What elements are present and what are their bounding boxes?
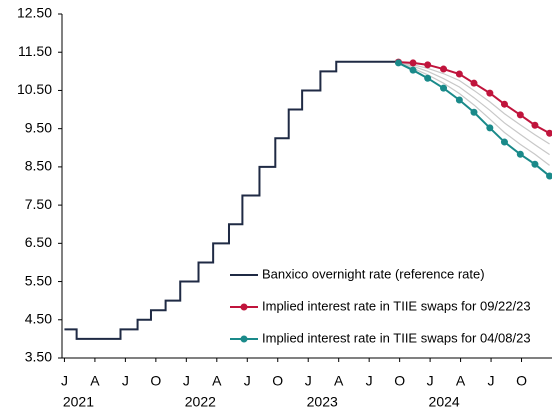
series-marker: [440, 84, 448, 92]
x-tick-label: O: [516, 373, 527, 389]
y-tick-label: 4.50: [25, 310, 52, 326]
series-marker: [455, 96, 463, 104]
x-tick-label: J: [122, 373, 129, 389]
series-marker: [409, 66, 417, 74]
legend-label: Banxico overnight rate (reference rate): [262, 266, 485, 281]
x-tick-label: J: [244, 373, 251, 389]
series-line: [64, 60, 399, 340]
series-marker: [409, 59, 417, 67]
x-tick-label: A: [212, 373, 222, 389]
x-tick-label: O: [272, 373, 283, 389]
x-tick-label: A: [90, 373, 100, 389]
x-group-label: 2024: [429, 394, 460, 410]
series-marker: [500, 100, 508, 108]
y-tick-label: 5.50: [25, 272, 52, 288]
series-marker: [440, 65, 448, 73]
series-line: [398, 61, 550, 156]
x-tick-label: J: [305, 373, 312, 389]
x-tick-label: J: [61, 373, 68, 389]
legend-label: Implied interest rate in TIIE swaps for …: [262, 298, 531, 313]
y-tick-label: 9.50: [25, 119, 52, 135]
series-line: [398, 61, 550, 166]
y-tick-label: 8.50: [25, 158, 52, 174]
series-marker: [486, 89, 494, 97]
series-marker: [424, 74, 432, 82]
x-tick-label: O: [394, 373, 405, 389]
x-group-label: 2023: [307, 394, 338, 410]
y-tick-label: 11.50: [18, 43, 52, 59]
legend-marker: [240, 335, 248, 343]
series-marker: [531, 160, 539, 168]
y-tick-label: 6.50: [25, 234, 52, 250]
series-marker: [455, 70, 463, 78]
series-marker: [470, 108, 478, 116]
series-marker: [546, 129, 552, 137]
y-tick-label: 3.50: [25, 349, 52, 365]
series-marker: [546, 172, 552, 180]
series-marker: [516, 150, 524, 158]
series-marker: [424, 61, 432, 69]
series-marker: [500, 138, 508, 146]
x-tick-label: O: [150, 373, 161, 389]
series-line: [398, 61, 550, 145]
x-tick-label: A: [334, 373, 344, 389]
x-tick-label: A: [456, 373, 466, 389]
series-marker: [394, 59, 402, 67]
x-tick-label: J: [488, 373, 495, 389]
y-tick-label: 10.50: [17, 81, 52, 97]
x-group-label: 2021: [63, 394, 94, 410]
series-marker: [486, 124, 494, 132]
x-tick-label: J: [183, 373, 190, 389]
y-tick-label: 7.50: [25, 196, 52, 212]
x-tick-label: J: [427, 373, 434, 389]
legend-label: Implied interest rate in TIIE swaps for …: [262, 330, 531, 345]
legend-marker: [240, 303, 248, 311]
x-tick-label: J: [366, 373, 373, 389]
y-tick-label: 12.50: [17, 5, 52, 21]
series-marker: [470, 79, 478, 87]
x-group-label: 2022: [185, 394, 216, 410]
series-marker: [516, 111, 524, 119]
series-marker: [531, 121, 539, 129]
